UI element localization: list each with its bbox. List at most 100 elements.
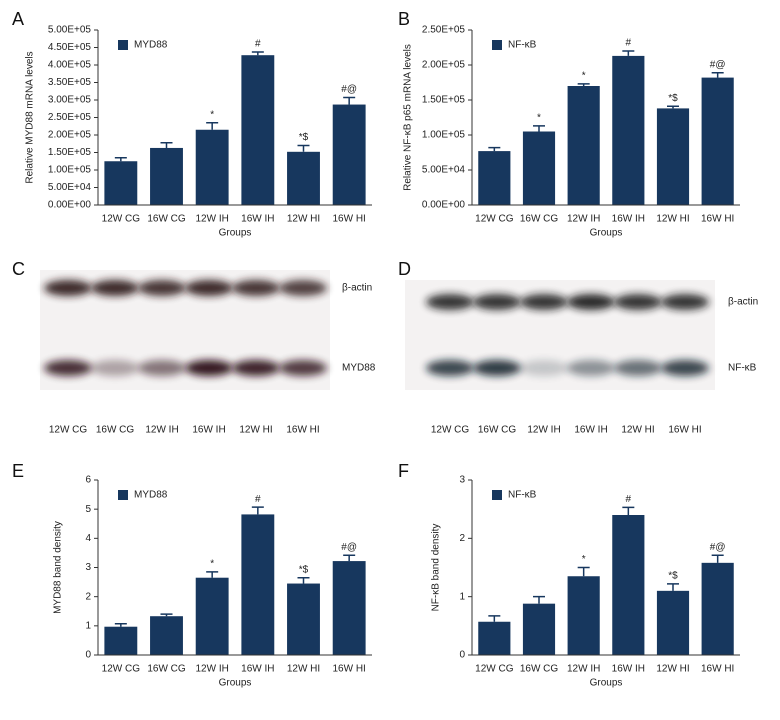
blot-band [426,360,474,376]
y-tick-label: 3 [85,562,91,573]
bar [522,131,556,205]
error-bar [622,506,635,515]
y-tick-label: 2.50E+05 [48,112,92,123]
significance-mark: #@ [710,542,726,553]
x-tick-label: 12W HI [287,664,320,675]
blot-band [614,294,662,310]
y-axis-label: MYD88 band density [53,521,64,614]
bar [195,129,229,205]
y-tick-label: 3 [459,475,465,486]
legend-swatch [492,40,502,50]
x-tick-label: 16W HI [332,664,365,675]
y-tick-label: 3.50E+05 [48,77,92,88]
significance-mark: * [210,559,214,570]
x-tick-label: 12W IH [567,664,600,675]
significance-mark: *$ [299,564,309,575]
error-bar [297,576,310,584]
error-bar [488,146,501,152]
x-tick-label: 16W CG [520,664,559,675]
lane-label: 12W CG [431,425,470,436]
blot-band [426,294,474,310]
y-tick-label: 4 [85,533,91,544]
error-bar [206,571,219,578]
blot-band [614,360,662,376]
error-bar [533,595,545,604]
x-tick-label: 16W HI [701,664,734,675]
x-tick-label: 12W CG [475,664,514,675]
blot-band [185,360,233,376]
blot-band [138,360,186,376]
y-tick-label: 2.50E+05 [422,25,466,36]
y-tick-label: 2 [85,591,91,602]
y-tick-label: 1 [459,591,465,602]
lane-label: 12W HI [239,425,272,436]
x-tick-label: 16W CG [147,214,186,225]
error-bar [160,613,173,617]
y-tick-label: 0 [85,650,91,661]
y-tick-label: 2.00E+05 [422,60,466,71]
significance-mark: *$ [668,93,678,104]
error-bar [711,554,724,563]
y-tick-label: 4.00E+05 [48,60,92,71]
significance-mark: # [255,39,261,50]
y-tick-label: 5.00E+05 [48,25,92,36]
error-bar [533,125,545,132]
blot-row-label: MYD88 [342,363,376,374]
error-bar [622,50,635,56]
y-tick-label: 2.00E+05 [48,130,92,141]
lane-label: 16W IH [574,425,607,436]
bar [241,55,275,206]
y-tick-label: 0 [459,650,465,661]
significance-mark: # [255,494,261,505]
x-tick-label: 16W CG [147,664,186,675]
bar [612,55,645,206]
bar [104,626,138,655]
x-tick-label: 12W CG [102,214,141,225]
bar [332,561,366,655]
lane-label: 16W CG [478,425,517,436]
legend-label: MYD88 [134,490,168,501]
error-bar [114,623,127,627]
x-tick-label: 12W HI [656,214,689,225]
error-bar [251,51,264,56]
panel-letter: E [12,461,24,481]
error-bar [667,583,679,591]
x-tick-label: 16W IH [241,214,274,225]
error-bar [577,83,590,86]
legend-label: NF-κB [508,40,537,51]
y-tick-label: 2 [459,533,465,544]
y-tick-label: 1.00E+05 [48,165,92,176]
error-bar [667,105,679,109]
x-tick-label: 16W HI [701,214,734,225]
y-tick-label: 4.50E+05 [48,42,92,53]
x-tick-label: 12W CG [475,214,514,225]
x-tick-label: 12W CG [102,664,141,675]
error-bar [206,122,219,130]
blot-band [520,360,568,376]
panel-letter: B [398,9,410,29]
y-tick-label: 0.00E+00 [422,200,466,211]
lane-label: 12W HI [621,425,654,436]
lane-label: 12W IH [527,425,560,436]
error-bar [251,506,264,515]
blot-band [279,360,327,376]
significance-mark: * [537,113,541,124]
x-tick-label: 16W IH [241,664,274,675]
lane-label: 16W IH [192,425,225,436]
y-tick-label: 1 [85,620,91,631]
blot-band [279,280,327,296]
x-tick-label: 12W HI [287,214,320,225]
significance-mark: * [210,109,214,120]
bar [150,616,183,655]
x-tick-label: 16W HI [332,214,365,225]
y-axis-label: NF-κB band density [431,524,442,612]
significance-mark: * [582,554,586,565]
y-tick-label: 5.00E+04 [48,182,92,193]
panel-letter: A [12,9,24,29]
significance-mark: #@ [710,59,726,70]
bar [612,515,645,655]
y-tick-label: 1.50E+05 [48,147,92,158]
blot-band [473,360,521,376]
bar [567,576,600,655]
legend-swatch [118,490,128,500]
